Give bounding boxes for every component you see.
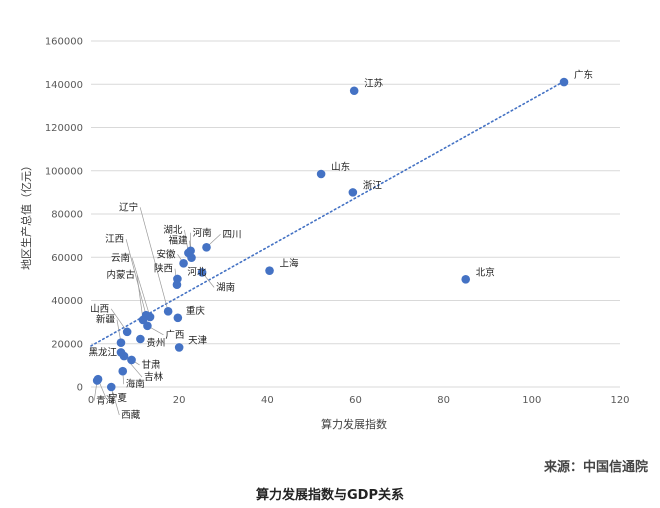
y-tick-label: 60000	[51, 253, 83, 264]
data-point	[127, 355, 136, 365]
y-tick-label: 120000	[45, 123, 83, 134]
point-label: 江西	[105, 234, 124, 245]
source-note: 来源：中国信通院	[543, 460, 648, 475]
leader-line	[110, 308, 128, 333]
point-label: 重庆	[186, 305, 206, 317]
point-label: 河北	[187, 266, 207, 278]
data-point	[119, 351, 129, 361]
point-label: 陕西	[154, 263, 173, 275]
y-tick-label: 20000	[51, 339, 83, 350]
point-label: 浙江	[363, 179, 383, 191]
data-point	[187, 253, 196, 262]
point-label: 西藏	[121, 409, 141, 421]
data-points	[92, 77, 569, 392]
leader-line	[139, 207, 169, 312]
leader-line	[131, 257, 151, 318]
x-tick-label: 60	[349, 395, 362, 406]
data-point	[173, 313, 183, 323]
x-tick-label: 0	[88, 395, 94, 406]
x-tick-label: 40	[261, 395, 274, 406]
y-tick-label: 140000	[45, 80, 83, 91]
point-label: 贵州	[146, 337, 165, 349]
x-axis-title: 算力发展指数	[321, 417, 387, 431]
point-label: 湖北	[163, 225, 183, 236]
y-tick-label: 40000	[51, 296, 83, 307]
point-label: 河南	[193, 227, 212, 239]
point-label: 云南	[111, 252, 130, 264]
data-point	[349, 86, 359, 96]
leader-line	[136, 274, 144, 321]
data-point	[145, 312, 155, 322]
data-point	[202, 243, 211, 252]
point-label: 福建	[168, 235, 188, 247]
leader-line	[123, 355, 143, 378]
data-point	[116, 338, 126, 347]
point-label: 宁夏	[108, 392, 128, 404]
point-label: 江苏	[364, 78, 384, 90]
data-point	[138, 315, 148, 325]
y-tick-label: 100000	[45, 166, 83, 177]
point-label: 青海	[96, 395, 116, 407]
y-axis-title: 地区生产总值（亿元）	[19, 160, 33, 270]
point-label: 吉林	[144, 371, 164, 383]
data-point	[143, 321, 152, 331]
point-label: 内蒙古	[107, 269, 136, 281]
y-tick-label: 160000	[45, 37, 83, 48]
data-point	[197, 268, 207, 277]
data-point	[92, 376, 102, 385]
data-point	[122, 327, 132, 337]
point-label: 湖南	[216, 281, 235, 293]
point-label: 山东	[331, 161, 350, 173]
x-tick-label: 100	[522, 395, 541, 406]
leader-line	[125, 239, 147, 316]
data-point	[106, 382, 116, 392]
point-label: 山西	[90, 304, 109, 315]
data-point	[316, 169, 326, 179]
axes: 0 20000 40000 60000 80000 100000 120000 140000 1…	[45, 37, 630, 407]
point-label: 广东	[574, 69, 593, 81]
point-label: 甘肃	[142, 359, 161, 371]
leader-line	[110, 386, 120, 416]
point-label: 辽宁	[119, 201, 138, 213]
data-point	[179, 259, 188, 268]
point-label: 上海	[280, 258, 300, 270]
data-point	[136, 334, 145, 344]
point-label: 四川	[222, 229, 241, 240]
scatter-chart: 0 20000 40000 60000 80000 100000 120000 140000 1…	[19, 37, 630, 432]
point-label: 黑龙江	[88, 346, 117, 358]
data-point	[163, 307, 173, 316]
point-label: 天津	[188, 335, 208, 346]
data-point	[461, 275, 471, 284]
data-point	[348, 188, 358, 197]
y-tick-label: 80000	[51, 210, 83, 221]
data-point	[118, 366, 128, 376]
data-point	[559, 77, 569, 87]
point-label: 海南	[126, 378, 145, 390]
trendline-path	[90, 81, 564, 347]
data-point	[265, 266, 274, 275]
data-point	[174, 343, 184, 352]
x-tick-label: 80	[437, 395, 450, 406]
x-tick-label: 20	[173, 395, 186, 406]
chart-caption: 算力发展指数与GDP关系	[256, 488, 404, 503]
trendline	[90, 81, 564, 347]
point-label: 北京	[476, 266, 495, 278]
y-tick-label: 0	[77, 383, 83, 394]
data-point	[172, 280, 182, 290]
x-tick-label: 120	[610, 395, 629, 406]
point-label: 广西	[165, 329, 184, 341]
point-label: 新疆	[96, 314, 116, 326]
point-label: 安徽	[157, 248, 177, 260]
